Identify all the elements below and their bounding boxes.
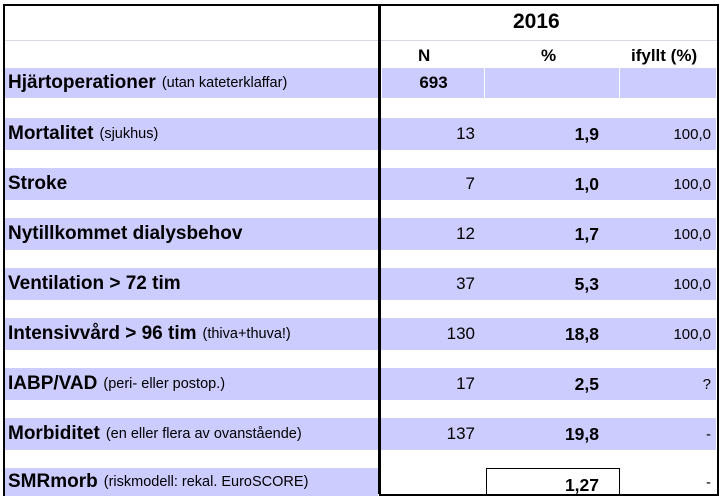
row-n: 37 — [456, 274, 475, 293]
table-row: Intensivvård > 96 tim (thiva+thuva!) 130 … — [5, 318, 717, 350]
row-percent: 1,27 — [564, 475, 599, 495]
row-n: 137 — [446, 424, 475, 443]
row-label: Morbiditet (en eller flera av ovanstående… — [8, 423, 302, 444]
outcomes-table: 2016 N % ifyllt (%) Hjärtoperationer (uta… — [3, 4, 719, 496]
row-filled: 100,0 — [673, 175, 711, 193]
row-label: Nytillkommet dialysbehov — [8, 223, 243, 244]
row-n: 130 — [446, 324, 475, 343]
table-row: Hjärtoperationer (utan kateterklaffar) 69… — [5, 68, 717, 98]
year-header: 2016 — [513, 10, 560, 33]
table-row: Stroke 7 1,0 100,0 — [5, 168, 717, 200]
row-label: Intensivvård > 96 tim (thiva+thuva!) — [8, 323, 291, 344]
row-n: 13 — [456, 124, 475, 143]
row-filled: 100,0 — [673, 125, 711, 143]
row-filled: - — [706, 473, 711, 491]
row-n: 7 — [465, 174, 475, 193]
row-label: Stroke — [8, 173, 68, 194]
row-label: Ventilation > 72 tim — [8, 273, 181, 294]
table-row: Ventilation > 72 tim 37 5,3 100,0 — [5, 268, 717, 300]
column-header-percent: % — [541, 46, 557, 65]
row-percent: 1,9 — [574, 123, 599, 144]
column-divider — [378, 6, 381, 494]
row-filled: 100,0 — [673, 225, 711, 243]
table-row: SMRmorb (riskmodell: rekal. EuroSCORE) 1,… — [5, 468, 717, 496]
row-percent: 5,3 — [574, 273, 599, 294]
row-percent: 2,5 — [574, 373, 599, 394]
row-filled: 100,0 — [673, 325, 711, 343]
table-row: Mortalitet (sjukhus) 13 1,9 100,0 — [5, 118, 717, 150]
row-n: 12 — [456, 224, 475, 243]
row-percent: 1,0 — [574, 173, 599, 194]
row-label: Mortalitet (sjukhus) — [8, 123, 159, 144]
smr-value-box — [486, 468, 620, 496]
row-label: Hjärtoperationer (utan kateterklaffar) — [8, 72, 288, 93]
header-divider — [5, 40, 717, 41]
table-row: IABP/VAD (peri- eller postop.) 17 2,5 ? — [5, 368, 717, 400]
row-filled: - — [706, 425, 711, 443]
row-n: 17 — [456, 374, 475, 393]
table-row: Nytillkommet dialysbehov 12 1,7 100,0 — [5, 218, 717, 250]
row-label: SMRmorb (riskmodell: rekal. EuroSCORE) — [8, 471, 309, 492]
row-percent: 19,8 — [564, 423, 599, 444]
row-filled: 100,0 — [673, 275, 711, 293]
row-filled: ? — [702, 375, 711, 393]
table-row: Morbiditet (en eller flera av ovanstående… — [5, 418, 717, 450]
row-percent: 18,8 — [564, 323, 599, 344]
column-header-filled: ifyllt (%) — [631, 46, 698, 65]
row-label: IABP/VAD (peri- eller postop.) — [8, 373, 226, 394]
column-header-n: N — [418, 46, 431, 65]
row-percent: 1,7 — [574, 223, 599, 244]
row-n: 693 — [419, 73, 448, 92]
